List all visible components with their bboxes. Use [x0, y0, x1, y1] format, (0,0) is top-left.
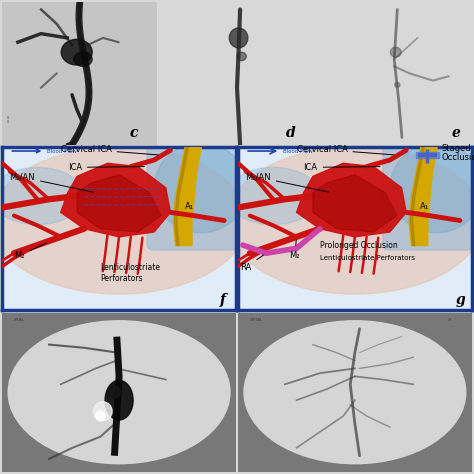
Text: e: e	[452, 126, 461, 140]
Text: A₁: A₁	[420, 202, 429, 211]
Text: SPITAL: SPITAL	[250, 318, 264, 322]
Ellipse shape	[237, 52, 246, 61]
Ellipse shape	[154, 143, 247, 233]
Text: f: f	[219, 293, 226, 307]
Text: M₂: M₂	[290, 240, 300, 260]
Ellipse shape	[73, 52, 92, 66]
FancyBboxPatch shape	[383, 142, 474, 250]
Text: Cervical ICA: Cervical ICA	[297, 145, 394, 155]
Text: M₁/AN: M₁/AN	[9, 173, 93, 192]
Text: ICA: ICA	[303, 163, 380, 172]
Polygon shape	[313, 175, 397, 232]
Text: Staged: Staged	[441, 144, 471, 153]
Text: Prolonged Occlusion: Prolonged Occlusion	[320, 241, 398, 250]
Text: RA: RA	[240, 255, 264, 272]
Ellipse shape	[8, 321, 230, 464]
Ellipse shape	[0, 167, 84, 225]
Text: XI: XI	[448, 318, 452, 322]
Text: PITAL: PITAL	[14, 318, 25, 322]
Text: 0
0: 0 0	[7, 116, 9, 124]
Ellipse shape	[227, 147, 474, 294]
Ellipse shape	[229, 28, 248, 48]
Text: M₁/AN: M₁/AN	[245, 173, 329, 192]
Ellipse shape	[394, 82, 400, 87]
Ellipse shape	[96, 411, 105, 421]
Polygon shape	[297, 163, 406, 237]
Ellipse shape	[390, 143, 474, 233]
Ellipse shape	[390, 47, 401, 57]
Text: Blood Flow: Blood Flow	[47, 149, 76, 155]
Ellipse shape	[93, 402, 112, 421]
Text: c: c	[130, 126, 138, 140]
Text: Occlusion: Occlusion	[441, 153, 474, 162]
Text: M₂: M₂	[14, 243, 46, 260]
Text: A₁: A₁	[184, 202, 193, 211]
Text: Cervical ICA: Cervical ICA	[61, 145, 158, 155]
Ellipse shape	[227, 167, 320, 225]
Ellipse shape	[0, 147, 247, 294]
Text: Lenticulostriate: Lenticulostriate	[100, 263, 160, 272]
Text: Blood Flow: Blood Flow	[283, 149, 312, 155]
Text: ICA: ICA	[68, 163, 144, 172]
Text: Lenticulostriate Perforators: Lenticulostriate Perforators	[320, 255, 415, 261]
Ellipse shape	[105, 380, 133, 420]
Polygon shape	[61, 163, 171, 237]
Text: d: d	[286, 126, 296, 140]
FancyBboxPatch shape	[416, 152, 439, 158]
Text: Perforators: Perforators	[100, 274, 143, 283]
FancyBboxPatch shape	[147, 142, 255, 250]
Ellipse shape	[61, 39, 92, 65]
Ellipse shape	[244, 321, 466, 464]
Ellipse shape	[109, 386, 120, 399]
Polygon shape	[77, 175, 161, 232]
Text: g: g	[456, 293, 465, 307]
